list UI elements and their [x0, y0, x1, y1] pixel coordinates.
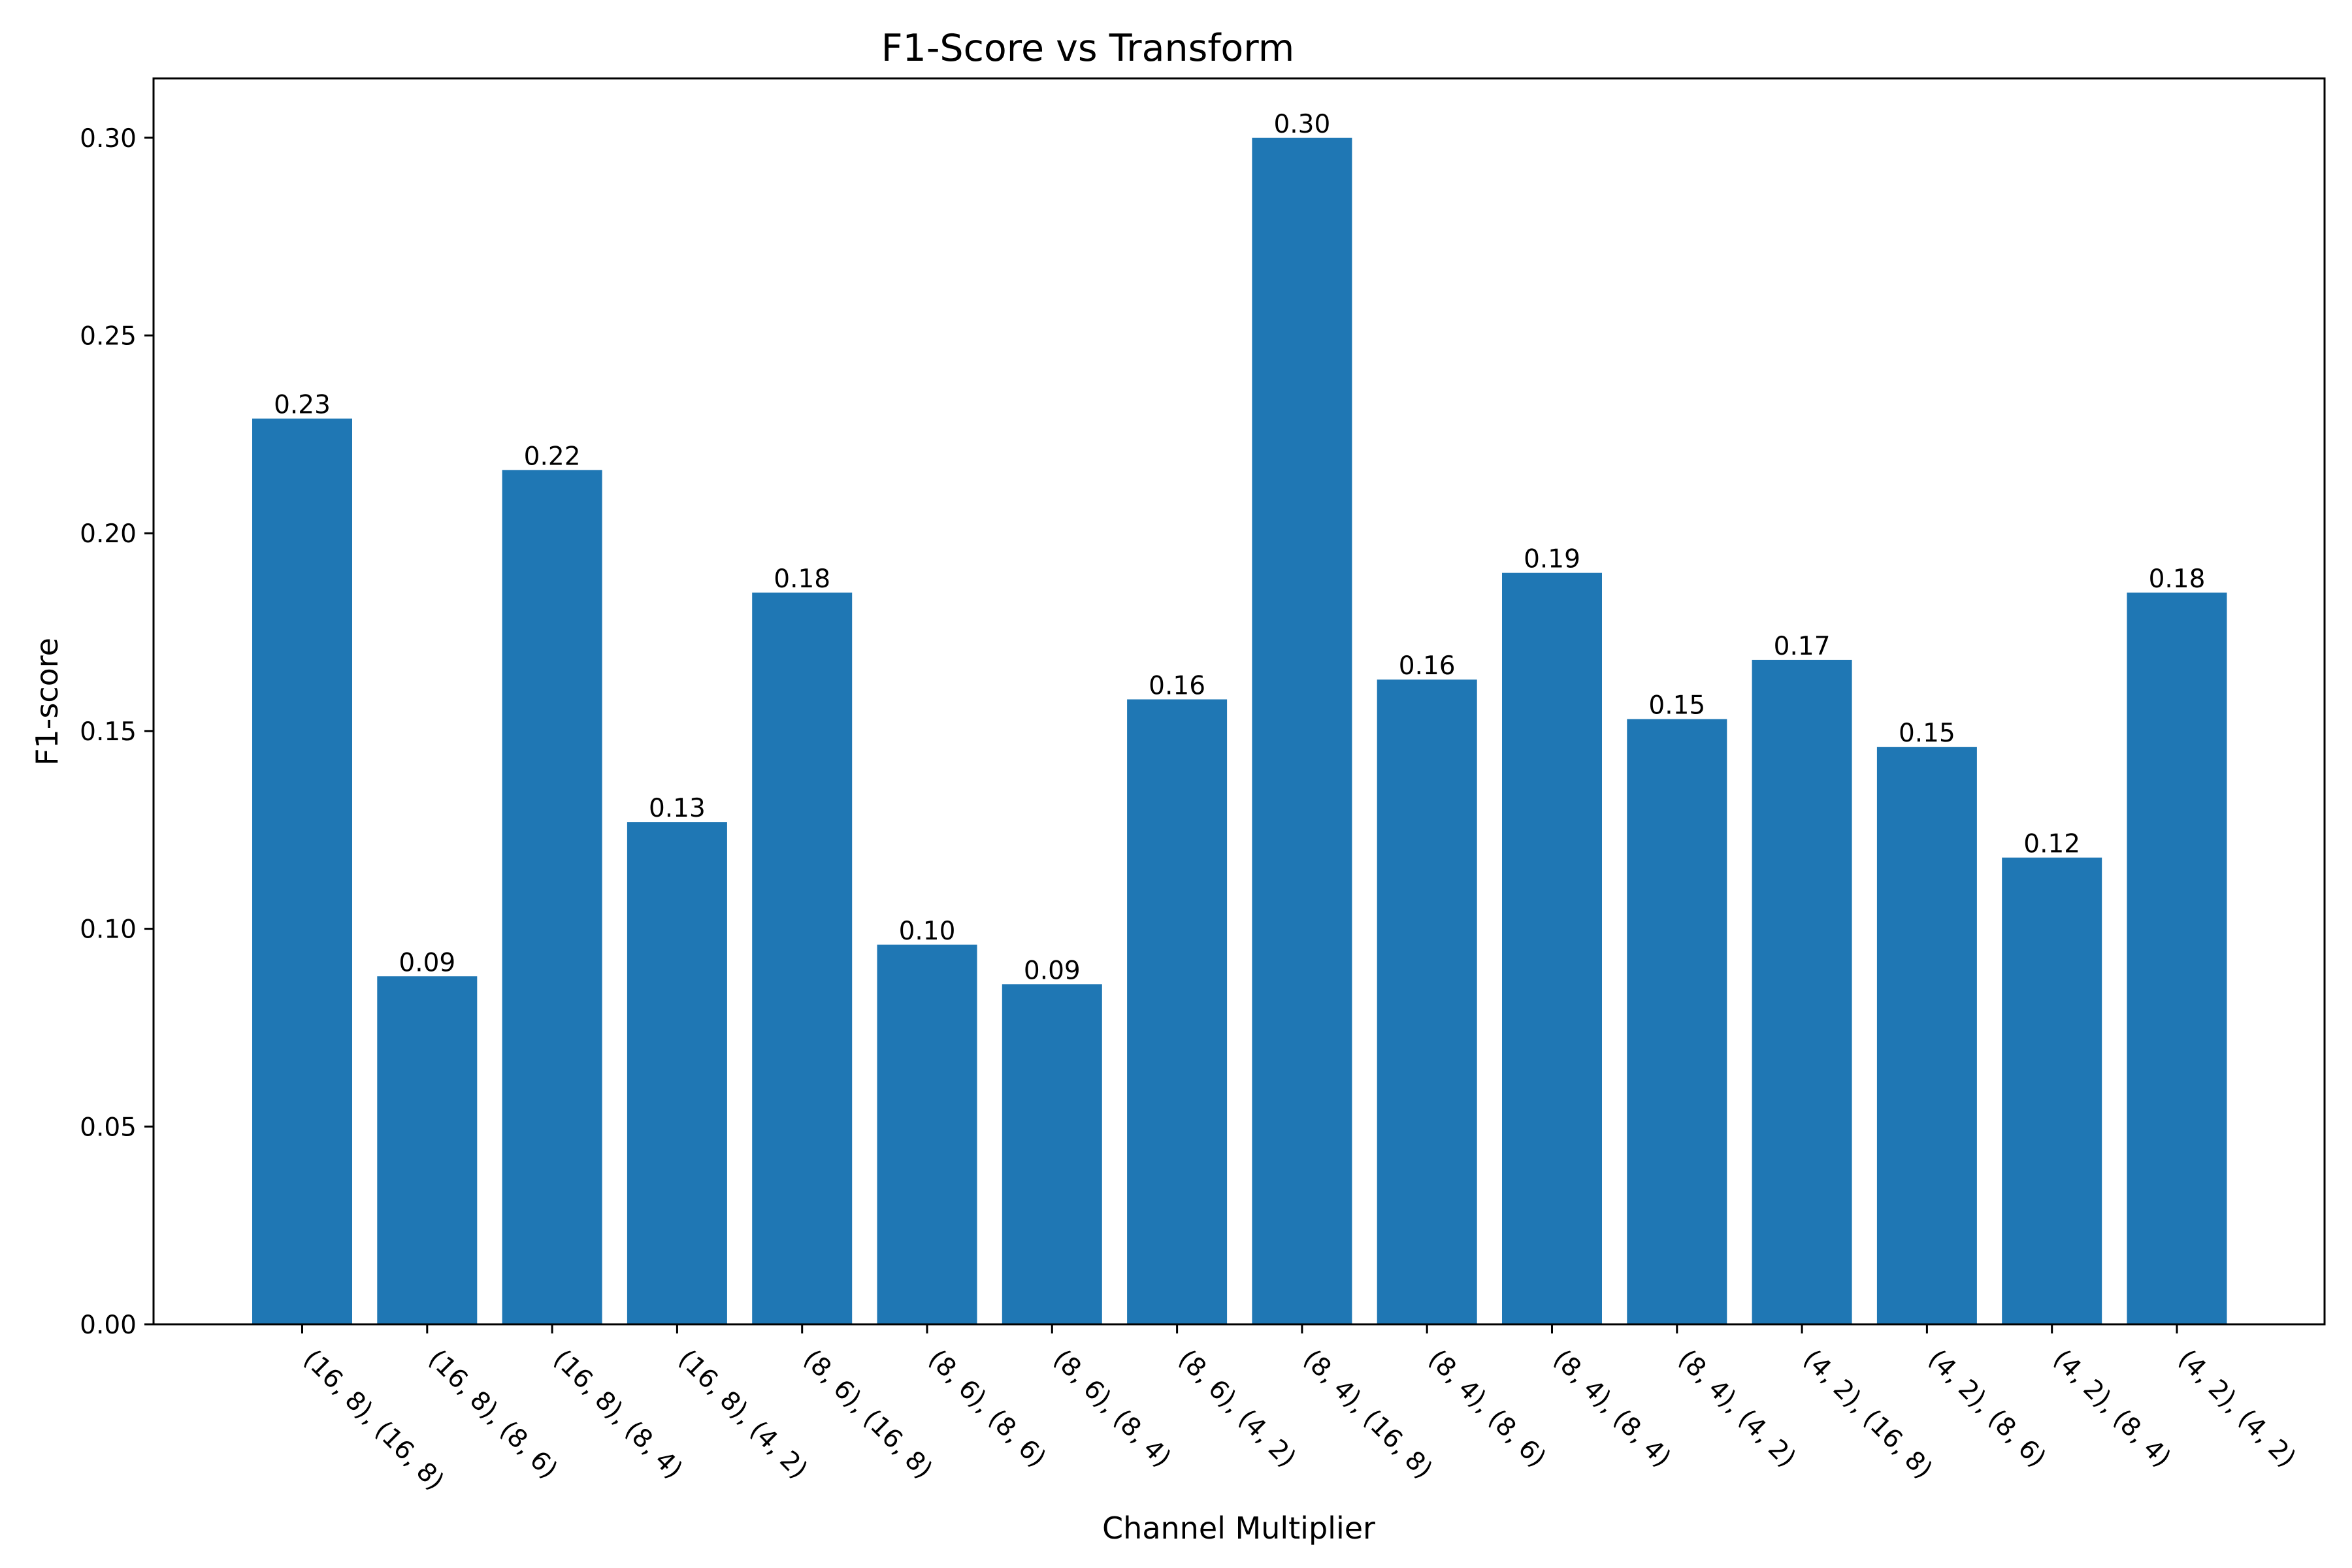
bar [1252, 137, 1352, 1324]
bar-value-label: 0.17 [1774, 632, 1831, 661]
x-tick-label: (8, 6), (4, 2) [1173, 1344, 1302, 1473]
bar [877, 944, 977, 1324]
bar [752, 593, 853, 1324]
x-tick-label: (16, 8), (4, 2) [672, 1344, 813, 1484]
bar-value-label: 0.10 [899, 917, 956, 946]
bars-group [252, 137, 2227, 1325]
bar [377, 976, 478, 1324]
bar-value-label: 0.23 [274, 391, 331, 420]
bar-value-label: 0.22 [524, 442, 581, 471]
x-tick-label: (8, 4), (16, 8) [1298, 1344, 1438, 1484]
bar-value-label: 0.16 [1399, 651, 1456, 681]
y-tick-label: 0.30 [80, 124, 137, 154]
y-tick-label: 0.15 [80, 717, 137, 747]
y-tick-label: 0.10 [80, 915, 137, 945]
x-tick-label: (4, 2), (16, 8) [1797, 1344, 1938, 1484]
bar [1377, 679, 1477, 1324]
x-axis-ticks: (16, 8), (16, 8)(16, 8), (8, 6)(16, 8), … [297, 1324, 2302, 1496]
y-tick-label: 0.00 [80, 1311, 137, 1340]
x-axis-label: Channel Multiplier [1102, 1511, 1375, 1546]
bar-value-label: 0.09 [1024, 956, 1081, 985]
y-tick-label: 0.25 [80, 322, 137, 351]
chart-title: F1-Score vs Transform [881, 27, 1294, 70]
x-tick-label: (16, 8), (8, 6) [423, 1344, 563, 1484]
bar-value-label: 0.13 [649, 794, 706, 823]
bar-value-label: 0.09 [399, 948, 455, 977]
plot-frame [152, 77, 2326, 1326]
bar [627, 822, 727, 1324]
bar [252, 418, 352, 1324]
bar-value-label: 0.18 [2149, 564, 2206, 594]
bar [1752, 659, 1852, 1324]
bar-value-label: 0.15 [1648, 691, 1705, 721]
bar [1876, 747, 1977, 1324]
bar-value-label: 0.19 [1524, 545, 1580, 574]
bar-value-label: 0.30 [1273, 110, 1330, 139]
x-tick-label: (8, 4), (8, 6) [1422, 1344, 1552, 1473]
y-axis-ticks: 0.00 0.05 0.10 0.15 0.20 0.25 0.30 [80, 124, 154, 1340]
bar [2002, 857, 2102, 1324]
y-tick-label: 0.20 [80, 519, 137, 549]
x-tick-label: (16, 8), (8, 4) [547, 1344, 688, 1484]
bar [1502, 572, 1602, 1324]
x-tick-label: (8, 6), (8, 6) [923, 1344, 1052, 1473]
bar-value-label: 0.12 [2023, 830, 2080, 859]
bar-labels-group: 0.23 0.09 0.22 0.13 0.18 0.10 0.09 0.16 0.30 0.16… [274, 110, 2205, 986]
y-tick-label: 0.05 [80, 1113, 137, 1142]
bar-value-label: 0.16 [1149, 671, 1205, 700]
bar-value-label: 0.18 [774, 564, 830, 594]
x-tick-label: (8, 4), (4, 2) [1673, 1344, 1802, 1473]
x-tick-label: (8, 6), (16, 8) [798, 1344, 938, 1484]
x-tick-label: (4, 2), (4, 2) [2172, 1344, 2302, 1473]
x-tick-label: (4, 2), (8, 6) [1922, 1344, 2051, 1473]
bar [1002, 984, 1102, 1324]
x-tick-label: (8, 4), (8, 4) [1547, 1344, 1676, 1473]
bar [502, 470, 602, 1325]
bar-value-label: 0.15 [1899, 719, 1955, 748]
x-tick-label: (8, 6), (8, 4) [1047, 1344, 1177, 1473]
y-axis-label: F1-score [29, 638, 65, 766]
bar [2127, 593, 2227, 1324]
bar [1627, 719, 1727, 1324]
bar [1127, 699, 1228, 1324]
x-tick-label: (4, 2), (8, 4) [2048, 1344, 2177, 1473]
